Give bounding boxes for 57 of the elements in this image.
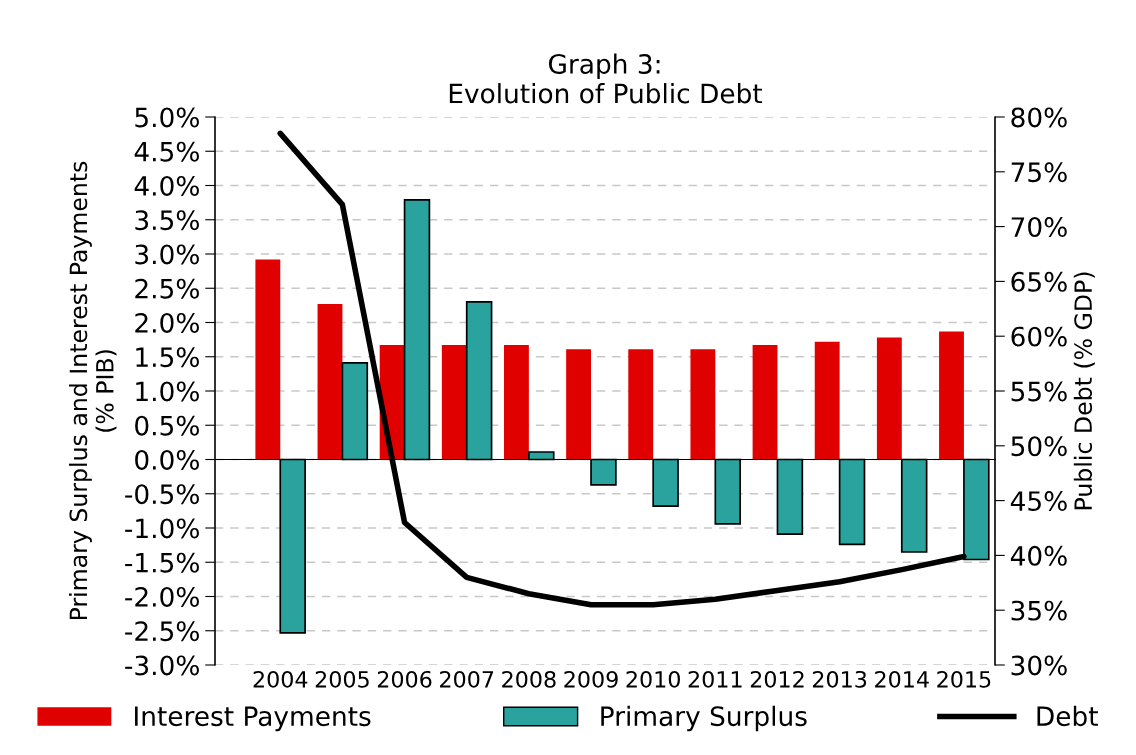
x-tick-label: 2009	[564, 670, 618, 688]
y2-tick-label: 55%	[1011, 381, 1067, 402]
bar	[814, 341, 840, 460]
y2-tick-label: 60%	[1011, 326, 1067, 347]
y2-tick-label: 35%	[1011, 600, 1067, 621]
bar	[939, 331, 964, 460]
x-tick-label: 2007	[440, 670, 494, 688]
x-tick-label: 2014	[875, 670, 929, 688]
y-tick-label: 5.0%	[135, 107, 199, 128]
y-axis-title: Primary Surplus and Interest Payments (% PIB)	[69, 161, 117, 620]
y-tick-label: 2.5%	[135, 278, 199, 299]
y-tick-label: -1.5%	[125, 552, 199, 573]
y2-tick-label: 65%	[1011, 271, 1067, 292]
legend-label: Interest Payments	[135, 706, 371, 732]
bar	[566, 349, 592, 460]
legend-label: Debt	[1037, 705, 1098, 727]
chart-title: Graph 3: Evolution of Public Debt	[449, 53, 763, 104]
y-tick-label: -2.5%	[125, 621, 199, 642]
x-tick-label: 2010	[626, 670, 680, 688]
bar	[690, 349, 716, 460]
y2-tick-label: 30%	[1011, 655, 1067, 676]
y2-tick-label: 80%	[1011, 107, 1067, 128]
bar	[255, 259, 281, 460]
y2-axis-title: Public Debt (% GDP)	[1073, 272, 1095, 510]
y2-tick-label: 50%	[1011, 436, 1067, 457]
x-tick-label: 2006	[377, 670, 432, 688]
bar	[876, 337, 902, 460]
y-tick-label: 4.0%	[134, 175, 199, 196]
y-tick-label: -2.0%	[125, 586, 199, 607]
y-tick-label: 0.0%	[135, 449, 199, 470]
y-tick-label: 1.5%	[136, 347, 199, 368]
y2-tick-label: 75%	[1011, 162, 1067, 183]
y2-tick-label: 70%	[1011, 217, 1067, 237]
y-tick-label: 4.5%	[134, 141, 199, 162]
y-tick-label: -1.0%	[125, 518, 199, 539]
x-tick-label: 2015	[937, 670, 991, 688]
x-tick-label: 2005	[315, 670, 369, 688]
x-tick-label: 2008	[502, 670, 556, 688]
y2-tick-label: 40%	[1010, 545, 1067, 566]
bar	[504, 345, 529, 460]
bar	[317, 304, 343, 460]
y-tick-label: 1.0%	[136, 381, 199, 402]
y-tick-label: 0.5%	[135, 415, 199, 436]
y-tick-label: 3.0%	[135, 244, 199, 265]
x-tick-label: 2013	[812, 670, 867, 688]
y2-tick-label: 45%	[1010, 491, 1067, 511]
bar	[441, 345, 467, 460]
y-tick-label: 3.5%	[135, 210, 199, 231]
x-tick-label: 2012	[750, 670, 804, 688]
y-tick-label: -0.5%	[125, 484, 199, 505]
legend-label: Primary Surplus	[601, 705, 807, 732]
x-tick-label: 2011	[688, 670, 742, 688]
bar	[628, 349, 654, 460]
bar	[752, 345, 778, 460]
x-tick-label: 2004	[253, 670, 308, 688]
y-tick-label: 2.0%	[135, 312, 199, 333]
y-tick-label: -3.0%	[125, 655, 199, 676]
